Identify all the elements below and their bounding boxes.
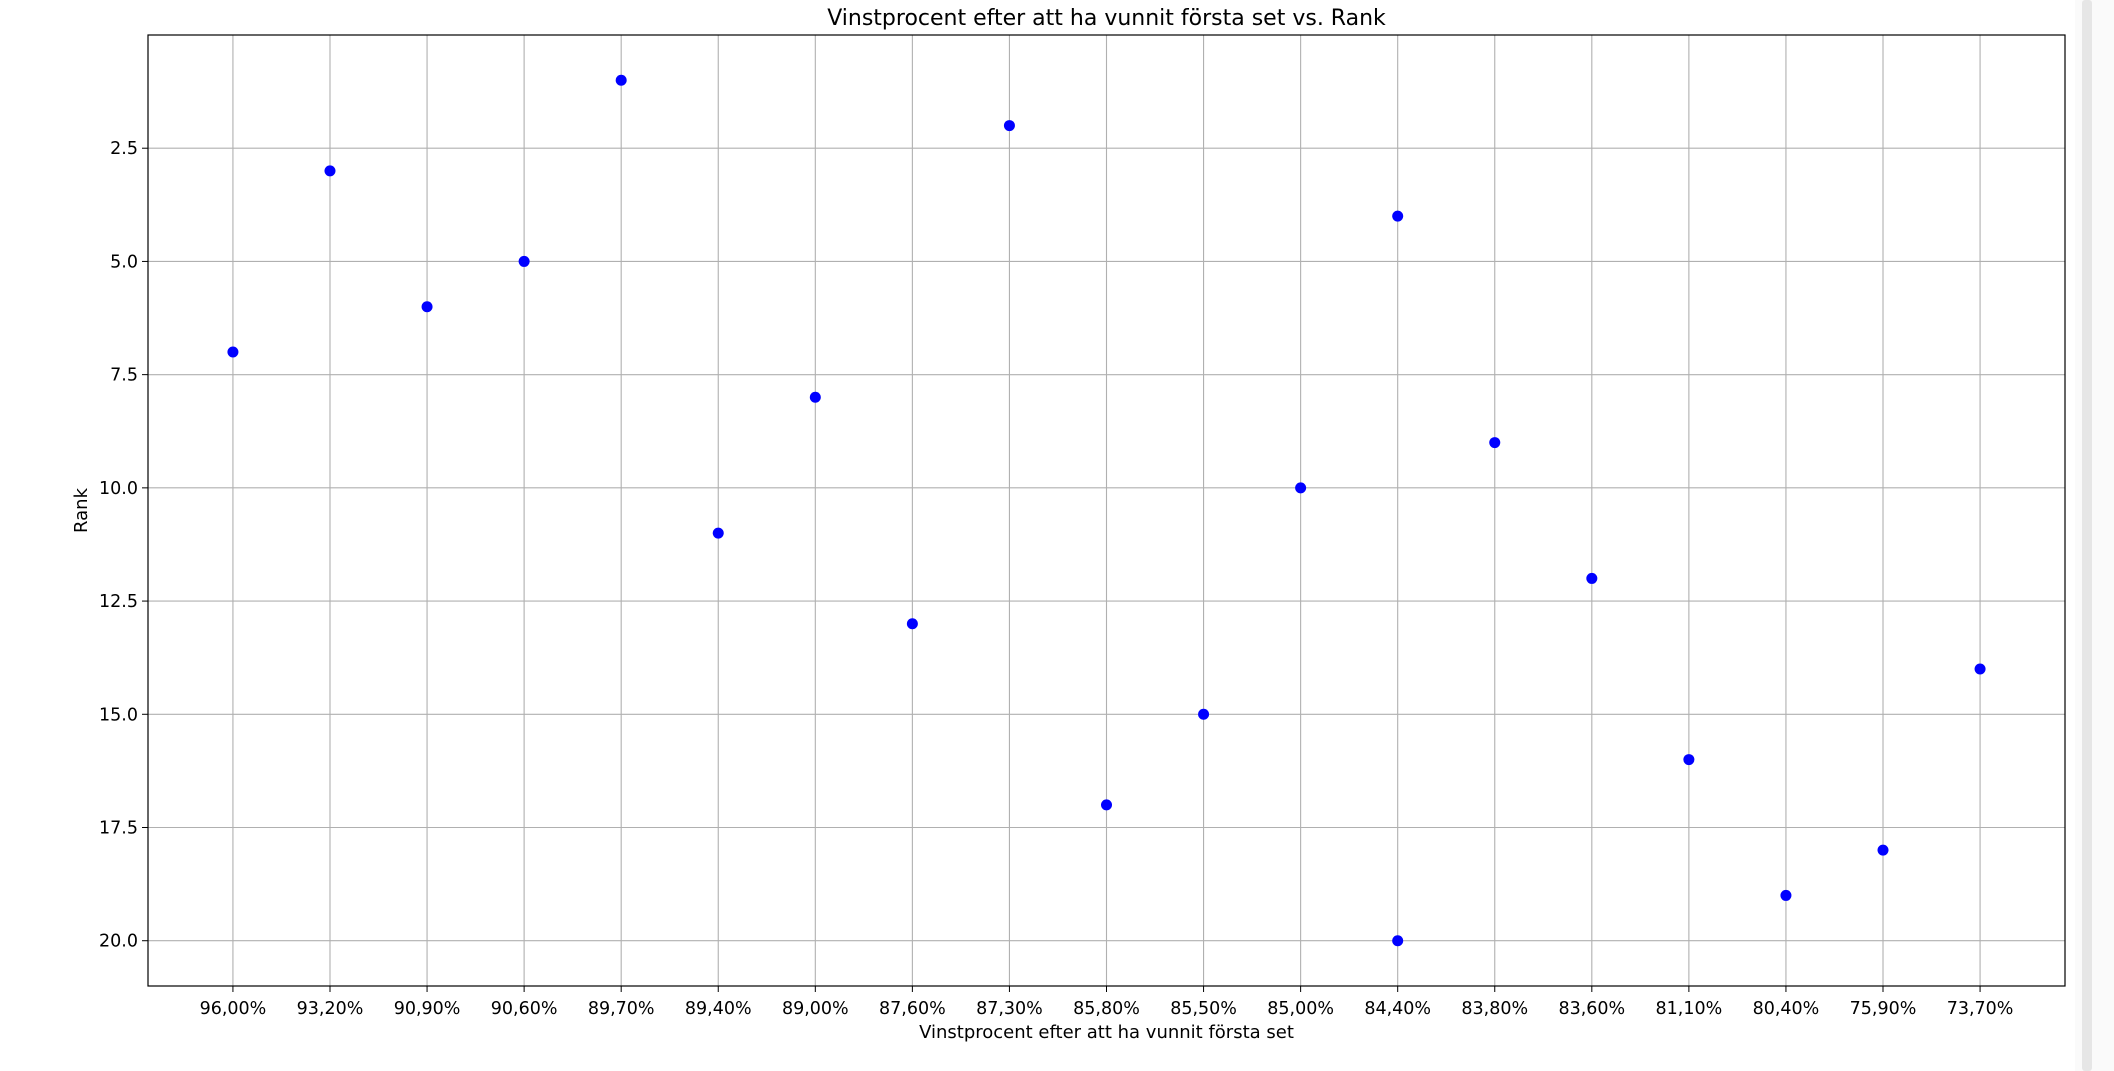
- x-tick-label: 87,30%: [976, 999, 1043, 1019]
- x-axis-ticks: 96,00% 93,20% 90,90% 90,60% 89,70% 89,40% 89,0…: [200, 986, 2014, 1019]
- scrollbar-track[interactable]: [2075, 0, 2114, 1071]
- x-tick-label: 90,60%: [491, 999, 558, 1019]
- scatter-points: [227, 74, 1986, 947]
- scatter-point: [1780, 889, 1792, 901]
- scatter-point: [1974, 663, 1986, 675]
- x-tick-label: 85,80%: [1073, 999, 1140, 1019]
- x-tick-label: 81,10%: [1656, 999, 1723, 1019]
- x-tick-label: 89,00%: [782, 999, 849, 1019]
- x-tick-label: 87,60%: [879, 999, 946, 1019]
- x-tick-label: 83,80%: [1461, 999, 1528, 1019]
- grid-lines: [148, 35, 2065, 986]
- scatter-point: [421, 301, 433, 313]
- scrollbar-thumb[interactable]: [2082, 0, 2092, 1071]
- x-tick-label: 73,70%: [1947, 999, 2014, 1019]
- scatter-point: [1295, 482, 1307, 494]
- x-tick-label: 90,90%: [394, 999, 461, 1019]
- x-tick-label: 96,00%: [200, 999, 267, 1019]
- x-tick-label: 85,50%: [1170, 999, 1237, 1019]
- y-tick-label: 7.5: [110, 366, 138, 386]
- scatter-point: [518, 255, 530, 267]
- y-tick-label: 17.5: [99, 819, 138, 839]
- scatter-point: [1101, 799, 1112, 811]
- x-tick-label: 85,00%: [1267, 999, 1334, 1019]
- scatter-point: [712, 527, 724, 539]
- y-tick-label: 20.0: [99, 932, 138, 952]
- x-tick-label: 75,90%: [1850, 999, 1917, 1019]
- scatter-point: [1489, 437, 1501, 449]
- x-tick-label: 89,70%: [588, 999, 655, 1019]
- y-tick-label: 2.5: [110, 139, 138, 159]
- x-tick-label: 93,20%: [297, 999, 364, 1019]
- scatter-point: [1003, 120, 1015, 132]
- x-tick-label: 80,40%: [1753, 999, 1820, 1019]
- y-tick-label: 10.0: [99, 479, 138, 499]
- y-tick-label: 15.0: [99, 705, 138, 725]
- scatter-point: [1877, 844, 1889, 856]
- scatter-point: [324, 165, 336, 177]
- scatter-point: [906, 618, 918, 630]
- x-tick-label: 84,40%: [1364, 999, 1431, 1019]
- scatter-point: [1683, 754, 1695, 766]
- scatter-point: [1392, 210, 1404, 222]
- scatter-point: [809, 391, 821, 403]
- y-axis-label: Rank: [71, 487, 92, 533]
- scatter-point: [227, 346, 239, 358]
- x-tick-label: 83,60%: [1558, 999, 1625, 1019]
- scatter-point: [1198, 708, 1210, 720]
- x-axis-label: Vinstprocent efter att ha vunnit första …: [919, 1022, 1294, 1043]
- scatter-point: [1392, 935, 1404, 947]
- x-tick-label: 89,40%: [685, 999, 752, 1019]
- y-axis-ticks: 2.5 5.0 7.5 10.0 12.5 15.0 17.5 20.0: [99, 139, 148, 952]
- y-tick-label: 12.5: [99, 592, 138, 612]
- scatter-point: [615, 74, 627, 86]
- chart-title: Vinstprocent efter att ha vunnit första …: [827, 6, 1386, 31]
- scatter-point: [1586, 572, 1598, 584]
- y-tick-label: 5.0: [110, 252, 138, 272]
